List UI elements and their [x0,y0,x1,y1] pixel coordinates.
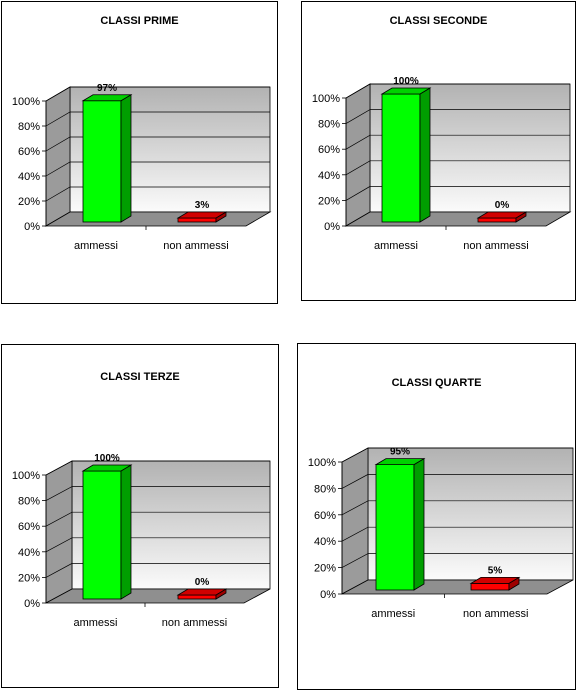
x-tick-label: ammessi [74,240,118,252]
gridline [341,447,573,463]
chart-plot: 0% 20% 40% 60% 80% 100% 100% ammessi 0% non ammes… [12,453,271,629]
data-label: 100% [94,453,120,464]
y-tick-label: 100% [12,96,40,108]
chart-title: CLASSI QUARTE [391,377,482,389]
bar-ammessi [380,87,432,223]
gridline [341,526,573,542]
x-tick-label: ammessi [371,608,415,620]
chart-panel-classi-seconde: CLASSI SECONDE 0% 20% 40% 60% 80% 100% 100% amm… [301,1,576,301]
y-tick-label: 40% [18,547,40,559]
y-tick-label: 100% [312,93,340,105]
bar-ammessi [374,457,426,591]
gridline [45,486,270,501]
x-tick-label: ammessi [374,240,418,252]
chart-title: CLASSI TERZE [100,371,180,383]
y-tick-label: 80% [314,483,336,495]
chart-panel-classi-prime: CLASSI PRIME 0% 20% 40% 60% 80% 100% 97% ammess… [1,1,278,304]
y-tick-label: 80% [18,496,40,508]
y-tick-label: 20% [18,572,40,584]
gridline [341,474,573,489]
chart-plot: 0% 20% 40% 60% 80% 100% 97% ammessi 3% non ammess… [12,83,272,252]
chart-panel-classi-terze: CLASSI TERZE 0% 20% 40% 60% 80% 100% 100% ammes… [1,344,279,688]
y-tick-label: 40% [314,536,336,548]
bar-non-ammessi [476,211,528,223]
bar-ammessi [81,464,133,600]
bar-non-ammessi [469,576,521,591]
data-label: 100% [393,76,419,87]
y-tick-label: 60% [314,510,336,522]
chart-title: CLASSI SECONDE [389,15,488,27]
gridline [345,186,570,201]
y-tick-label: 80% [318,119,340,131]
y-tick-label: 0% [324,221,340,233]
bar-ammessi [81,94,133,223]
gridline [45,136,270,152]
gridline [345,134,570,150]
y-tick-label: 20% [314,563,336,575]
x-tick-label: non ammessi [463,240,528,252]
x-tick-label: ammessi [73,617,117,629]
y-tick-label: 40% [18,171,40,183]
y-tick-label: 100% [308,457,336,469]
chart-plot: 0% 20% 40% 60% 80% 100% 95% ammessi 5% non ammess… [308,447,574,620]
y-tick-label: 40% [318,170,340,182]
data-label: 0% [495,200,510,211]
data-label: 0% [195,577,210,588]
gridline [45,86,270,102]
gridline [45,186,270,202]
gridline [45,511,270,527]
x-tick-label: non ammessi [163,240,228,252]
y-tick-label: 80% [18,121,40,133]
gridline [45,537,270,553]
floor [45,588,271,604]
side-wall [45,460,73,604]
floor [344,211,572,227]
bar-non-ammessi [176,211,228,223]
gridline [45,460,270,476]
y-tick-label: 60% [318,144,340,156]
y-tick-label: 20% [18,196,40,208]
gridline [345,83,570,99]
y-tick-label: 0% [24,598,40,610]
gridline [345,109,570,124]
data-label: 95% [390,447,410,458]
chart-title: CLASSI PRIME [100,15,179,27]
y-tick-label: 20% [318,195,340,207]
floor [44,211,272,227]
y-tick-label: 100% [12,470,40,482]
data-label: 3% [195,200,210,211]
gridline [341,553,573,568]
chart-plot: 0% 20% 40% 60% 80% 100% 100% ammessi 0% non ammes… [312,76,572,252]
y-tick-label: 60% [18,521,40,533]
gridline [341,500,573,516]
x-tick-label: non ammessi [162,617,227,629]
y-tick-label: 60% [18,146,40,158]
gridline [345,160,570,176]
side-wall [45,86,71,227]
side-wall [341,447,369,595]
chart-panel-classi-quarte: CLASSI QUARTE 0% 20% 40% 60% 80% 100% 95% ammes… [297,343,576,690]
gridline [45,161,270,177]
data-label: 5% [488,565,503,576]
bar-non-ammessi [176,588,228,600]
y-tick-label: 0% [320,589,336,601]
gridline [45,111,270,127]
gridline [45,563,270,578]
y-tick-label: 0% [24,221,40,233]
x-tick-label: non ammessi [463,608,528,620]
side-wall [345,83,371,227]
data-label: 97% [97,83,117,94]
